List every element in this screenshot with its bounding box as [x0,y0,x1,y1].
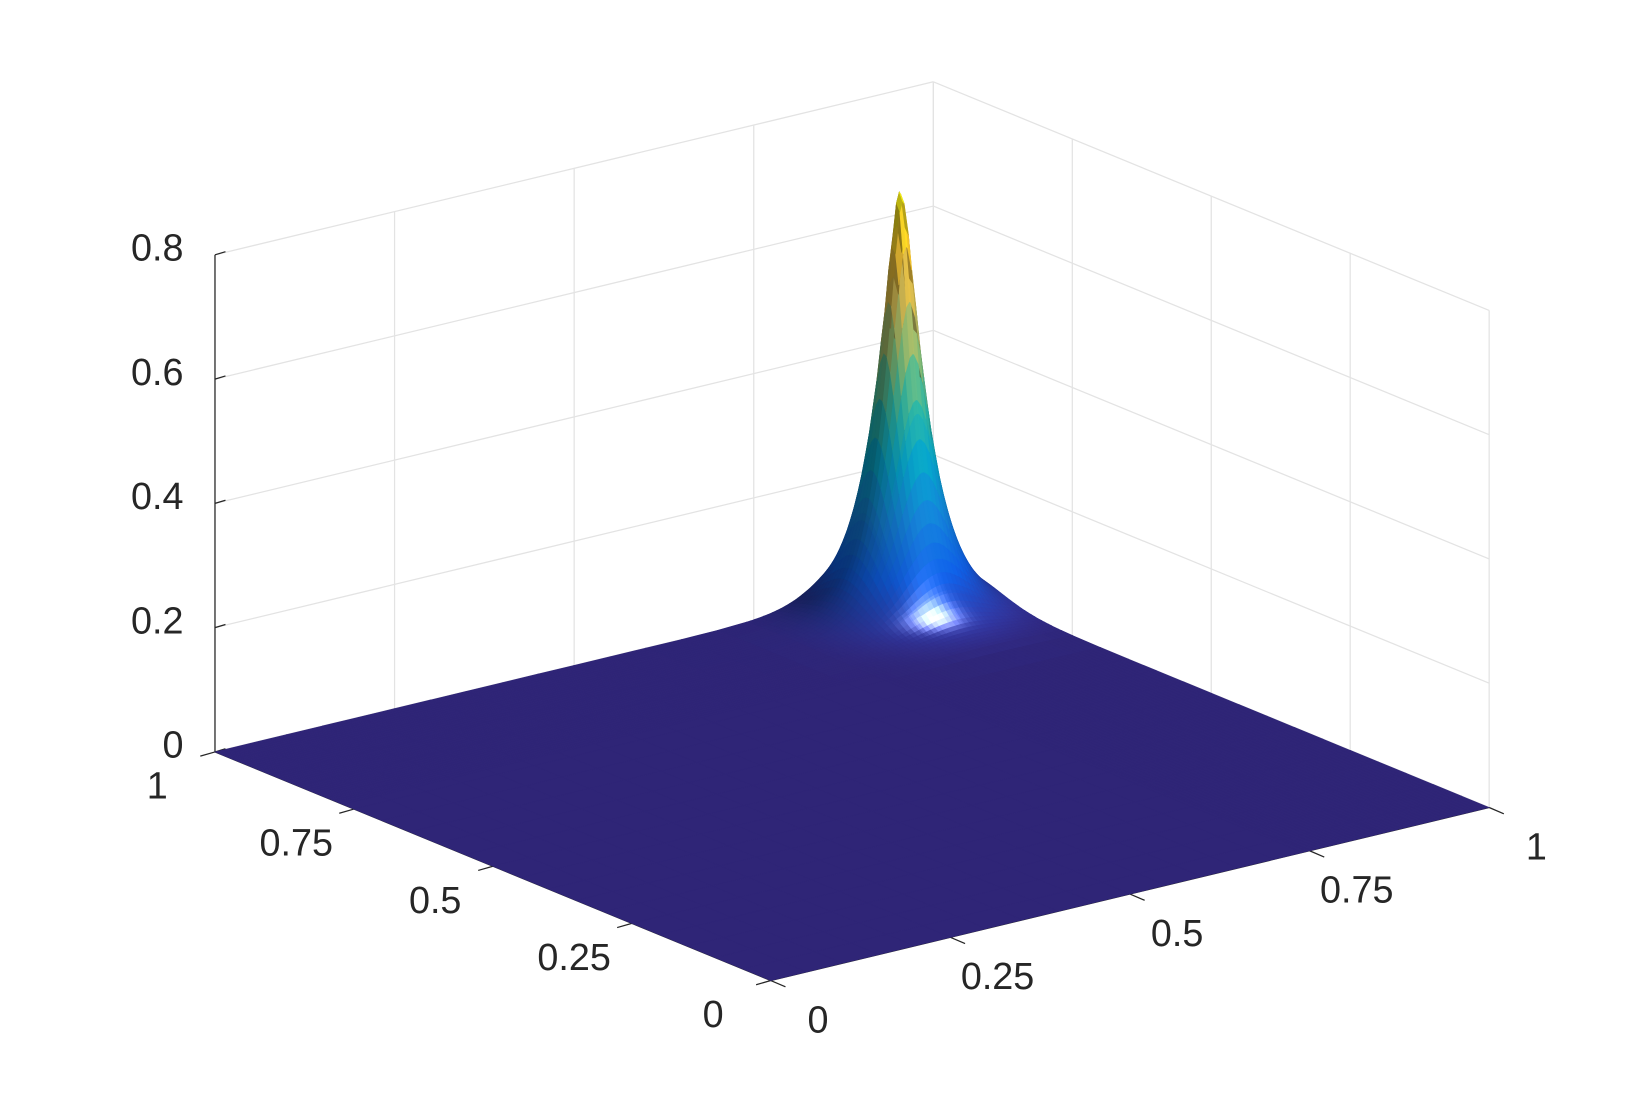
z-tick-label: 0.6 [131,351,183,393]
y-tick-label: 0 [703,993,724,1035]
z-tick-label: 0.2 [131,599,183,641]
grid-line [214,205,934,380]
y-tick [200,751,216,757]
y-tick-label: 0.5 [409,879,461,921]
x-tick-label: 0 [807,998,828,1040]
z-tick-label: 0.8 [131,227,183,269]
z-tick [214,499,226,504]
y-tick-label: 0.75 [260,822,333,864]
y-tick [478,865,494,872]
grid-line [933,205,1490,436]
z-tick-label: 0 [163,724,184,766]
x-tick-label: 0.75 [1320,869,1393,911]
y-tick-label: 1 [147,765,168,807]
y-tick-label: 0.25 [537,936,610,978]
grid-line [214,81,934,256]
grid-line [933,81,1490,311]
z-tick [214,251,226,256]
x-tick-label: 0.5 [1151,912,1203,954]
grid-line [214,453,934,629]
x-tick [770,979,786,988]
x-tick [1309,850,1325,858]
y-tick [755,979,771,986]
z-tick [214,375,226,380]
x-tick [1488,806,1505,815]
z-tick-label: 0.4 [131,475,183,517]
y-tick [339,808,355,814]
surface [213,190,1491,981]
grid-line [933,454,1490,684]
grid-line [933,329,1490,560]
z-tick [214,623,226,629]
y-tick [616,922,633,929]
grid-line [214,329,934,504]
x-tick-label: 1 [1526,825,1547,867]
x-tick [1129,893,1145,901]
surface-facet [741,960,808,981]
x-tick [950,936,966,945]
x-tick-label: 0.25 [961,955,1034,997]
surface-facet [898,191,905,204]
